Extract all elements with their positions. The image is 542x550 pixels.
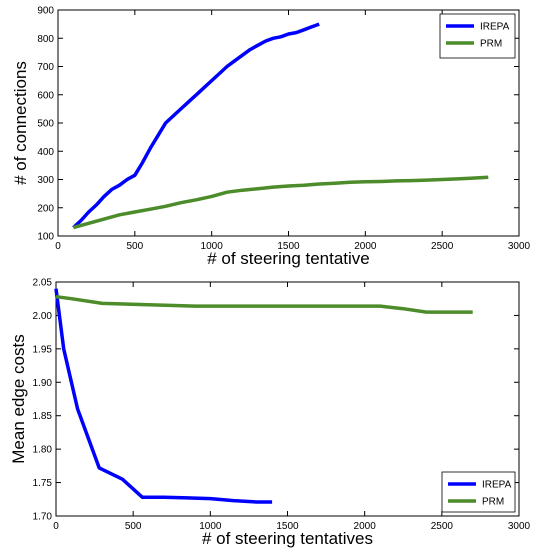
y-tick-label: 1.95 [33, 344, 53, 355]
legend: IREPA PRM [439, 13, 516, 59]
legend-label-irepa: IREPA [482, 480, 512, 491]
x-tick-label: 1500 [277, 241, 300, 252]
series-line-irepa [54, 288, 273, 504]
y-tick-label: 300 [37, 175, 54, 186]
y-tick-label: 100 [37, 232, 54, 243]
x-tick-label: 3000 [508, 241, 531, 252]
y-tick-label: 2.05 [33, 278, 53, 289]
y-tick-label: 1.75 [33, 478, 53, 489]
legend: IREPA PRM [441, 471, 516, 513]
legend-box [441, 471, 516, 513]
y-tick-label: 1.90 [33, 378, 53, 389]
y-tick-label: 400 [37, 147, 54, 158]
series-line-prm [55, 294, 473, 314]
x-tick-label: 1000 [199, 521, 222, 532]
y-tick-label: 2.00 [33, 311, 53, 322]
y-tick-label: 800 [37, 34, 54, 45]
x-tick-label: 2000 [354, 521, 377, 532]
y-tick-label: 1.80 [33, 445, 53, 456]
y-axis-label: # of connections [11, 61, 30, 185]
legend-label-prm: PRM [480, 39, 502, 50]
legend-label-irepa: IREPA [480, 22, 510, 33]
y-tick-label: 600 [37, 90, 54, 101]
y-tick-label: 1.85 [33, 411, 53, 422]
y-tick-label: 200 [37, 203, 54, 214]
series-group [72, 22, 489, 230]
tick-group: 0 500 1000 1500 2000 2500 3000 1.70 1.75 1.80 1.85… [33, 278, 531, 533]
y-tick-label: 500 [37, 119, 54, 130]
connections-chart: 0 500 1000 1500 2000 2500 3000 100 200 300 400 500 6… [11, 6, 531, 269]
series-group [54, 288, 473, 504]
x-tick-label: 500 [126, 241, 143, 252]
x-tick-label: 2000 [354, 241, 377, 252]
x-tick-label: 1500 [276, 521, 299, 532]
edge-costs-chart: 0 500 1000 1500 2000 2500 3000 1.70 1.75 1.80 1.85… [9, 278, 531, 549]
x-tick-label: 2500 [431, 241, 454, 252]
x-axis-label: # of steering tentatives [202, 529, 373, 548]
x-tick-label: 3000 [508, 521, 531, 532]
x-tick-label: 0 [55, 241, 61, 252]
x-tick-label: 500 [125, 521, 142, 532]
y-tick-label: 900 [37, 6, 54, 17]
series-line-irepa [72, 22, 320, 229]
x-tick-label: 2500 [431, 521, 454, 532]
x-tick-label: 1000 [201, 241, 224, 252]
series-line-prm [72, 175, 489, 230]
legend-box [439, 13, 516, 59]
x-axis-label: # of steering tentative [207, 249, 370, 268]
y-axis-label: Mean edge costs [9, 334, 28, 463]
tick-group: 0 500 1000 1500 2000 2500 3000 100 200 300 400 500 6… [37, 6, 530, 253]
y-tick-label: 700 [37, 62, 54, 73]
y-tick-label: 1.70 [33, 512, 53, 523]
legend-label-prm: PRM [482, 497, 504, 508]
x-tick-label: 0 [53, 521, 59, 532]
